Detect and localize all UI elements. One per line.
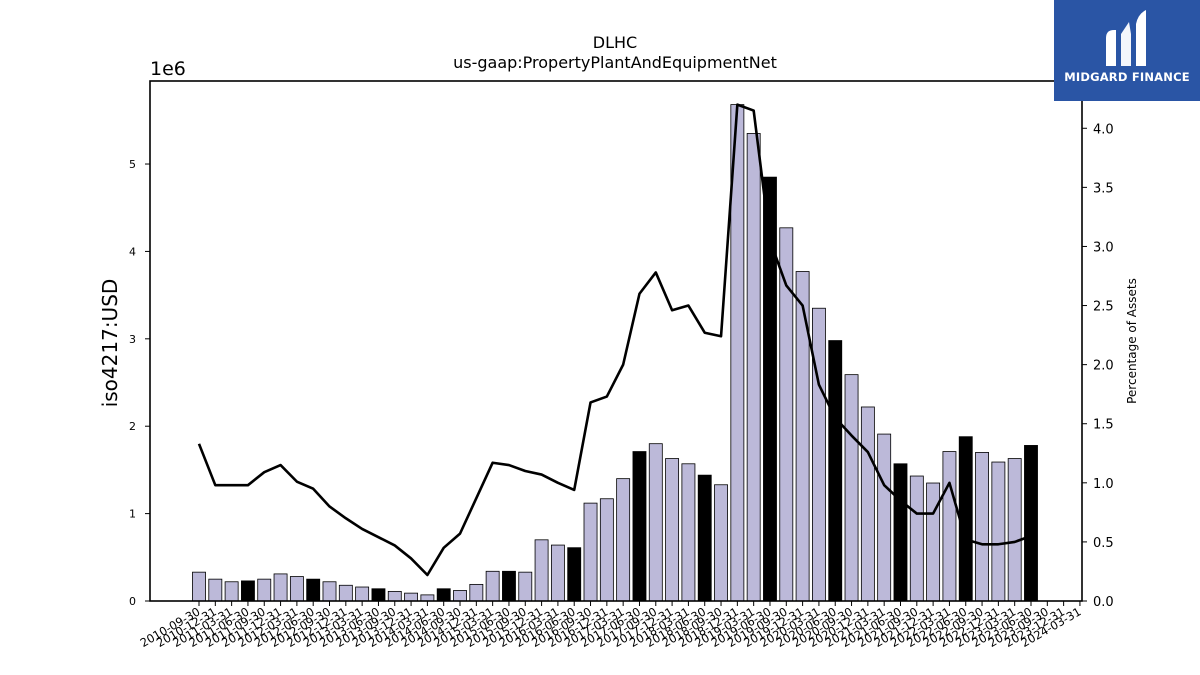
y-axis-label: iso4217:USD bbox=[98, 279, 122, 408]
bar bbox=[795, 271, 810, 602]
bar bbox=[355, 586, 370, 602]
bar bbox=[975, 452, 989, 602]
bar bbox=[502, 570, 516, 602]
y2-tick-label: 4.0 bbox=[1093, 122, 1114, 137]
y2-tick-label: 1.5 bbox=[1093, 418, 1114, 433]
bar bbox=[485, 570, 500, 602]
bar bbox=[828, 340, 843, 602]
bar bbox=[877, 433, 892, 602]
bar bbox=[583, 502, 598, 602]
bar bbox=[844, 374, 859, 602]
chart-title: DLHC bbox=[593, 33, 637, 52]
bar bbox=[453, 590, 467, 602]
bar bbox=[306, 578, 321, 602]
bar bbox=[909, 475, 924, 602]
bar bbox=[1007, 458, 1022, 602]
bar bbox=[208, 578, 223, 602]
y2-tick-label: 2.0 bbox=[1093, 359, 1114, 374]
y2-axis-label: Percentage of Assets bbox=[1125, 278, 1139, 404]
bar bbox=[404, 592, 418, 602]
bar bbox=[599, 498, 614, 602]
y2-tick-label: 0.5 bbox=[1093, 536, 1114, 551]
bar bbox=[958, 436, 973, 602]
plot-frame bbox=[149, 80, 1083, 602]
bar bbox=[387, 590, 402, 602]
bar bbox=[942, 451, 957, 602]
logo-mark-icon bbox=[1106, 10, 1146, 66]
bar bbox=[241, 580, 255, 602]
bar bbox=[436, 588, 451, 602]
y2-tick-label: 3.5 bbox=[1093, 181, 1114, 196]
bar bbox=[550, 544, 565, 602]
bar bbox=[257, 578, 272, 602]
bar bbox=[567, 547, 582, 602]
bar bbox=[665, 458, 680, 602]
y-tick-label: 5 bbox=[129, 158, 136, 171]
bar bbox=[338, 584, 353, 602]
bar bbox=[224, 581, 239, 602]
chart-subtitle: us-gaap:PropertyPlantAndEquipmentNet bbox=[453, 53, 777, 72]
bar bbox=[518, 571, 533, 602]
bar bbox=[273, 573, 288, 602]
bar bbox=[534, 539, 549, 602]
bar bbox=[714, 484, 728, 602]
bar bbox=[469, 583, 484, 602]
y2-tick-label: 0.0 bbox=[1093, 595, 1114, 610]
bar bbox=[991, 461, 1006, 602]
bar bbox=[322, 581, 337, 602]
percentage-line bbox=[197, 103, 1032, 577]
bar bbox=[192, 571, 206, 602]
bar bbox=[289, 576, 304, 602]
y2-tick-label: 3.0 bbox=[1093, 240, 1114, 255]
y-tick-label: 4 bbox=[129, 245, 136, 258]
y-tick-label: 3 bbox=[129, 333, 136, 346]
bar bbox=[746, 133, 761, 602]
offset-text: 1e6 bbox=[150, 58, 186, 80]
bar bbox=[697, 474, 712, 602]
bar bbox=[632, 451, 647, 602]
bar bbox=[860, 406, 875, 602]
bar bbox=[926, 482, 941, 602]
y2-tick-label: 2.5 bbox=[1093, 300, 1114, 315]
brand-logo: MIDGARD FINANCE bbox=[1054, 0, 1200, 101]
bar bbox=[812, 307, 826, 602]
bar bbox=[681, 463, 696, 602]
y-tick-label: 1 bbox=[129, 508, 136, 521]
y-tick-label: 0 bbox=[129, 595, 136, 608]
bar bbox=[420, 594, 435, 602]
bar bbox=[371, 588, 386, 602]
bar bbox=[893, 463, 908, 602]
bar bbox=[1024, 445, 1038, 602]
y2-tick-label: 1.0 bbox=[1093, 477, 1114, 492]
y-tick-label: 2 bbox=[129, 420, 136, 433]
bar bbox=[648, 443, 663, 602]
logo-text: MIDGARD FINANCE bbox=[1064, 70, 1190, 84]
bar bbox=[616, 478, 631, 602]
